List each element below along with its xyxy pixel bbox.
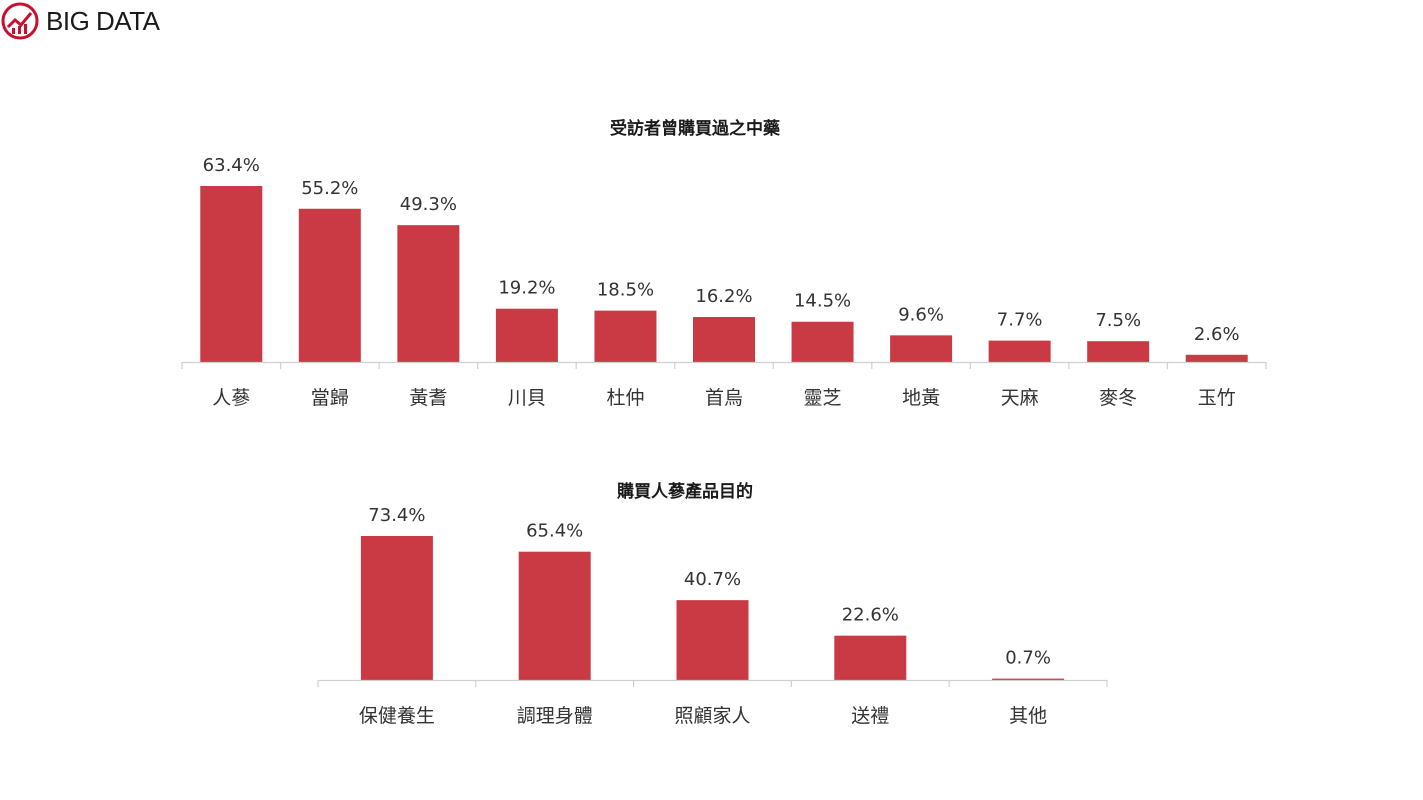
value-label: 7.5% <box>1095 310 1141 331</box>
bar <box>1087 341 1150 362</box>
category-labels-group: 人蔘 當歸 黃耆 川貝 杜仲 首烏 靈芝 地黃 天麻 麥冬 玉竹 <box>212 387 1235 409</box>
category-label: 靈芝 <box>804 387 842 409</box>
value-label: 49.3% <box>400 194 457 215</box>
value-label: 16.2% <box>695 286 752 307</box>
category-label: 川貝 <box>508 387 546 409</box>
category-label: 照顧家人 <box>674 705 750 727</box>
value-label: 55.2% <box>301 178 358 199</box>
category-label: 黃耆 <box>409 387 447 409</box>
value-label: 14.5% <box>794 291 851 312</box>
category-label: 當歸 <box>311 387 349 409</box>
x-axis <box>181 361 1267 369</box>
value-label: 18.5% <box>597 280 654 301</box>
bar <box>360 536 433 680</box>
category-label: 調理身體 <box>517 705 593 727</box>
bar <box>518 551 591 680</box>
value-label: 65.4% <box>526 521 583 542</box>
value-label: 63.4% <box>203 155 260 176</box>
bar <box>298 208 361 362</box>
value-label: 9.6% <box>898 304 944 325</box>
value-label: 40.7% <box>684 569 741 590</box>
category-labels-group: 保健養生 調理身體 照顧家人 送禮 其他 <box>359 705 1047 727</box>
category-label: 其他 <box>1009 705 1047 727</box>
chart-title: 購買人蔘產品目的 <box>617 481 753 502</box>
value-label: 73.4% <box>368 505 425 526</box>
bar <box>495 308 558 362</box>
chart-medicines-purchased: 受訪者曾購買過之中藥 63.4% 55.2% 49.3% 19.2% 18.5% 16.2… <box>181 118 1267 409</box>
value-label: 19.2% <box>498 278 555 299</box>
bar <box>791 321 854 362</box>
x-axis <box>317 679 1108 687</box>
category-label: 人蔘 <box>212 387 250 409</box>
bar <box>992 678 1065 680</box>
value-label: 7.7% <box>997 310 1043 331</box>
category-label: 地黃 <box>902 387 940 409</box>
value-label: 22.6% <box>842 605 899 626</box>
bar <box>693 317 755 362</box>
category-label: 玉竹 <box>1198 387 1236 409</box>
brand-logo[interactable]: BIG DATA <box>0 0 180 42</box>
logo-text: BIG DATA <box>46 6 160 36</box>
category-label: 麥冬 <box>1099 387 1137 409</box>
bars-group <box>200 186 1248 362</box>
value-label: 0.7% <box>1005 648 1051 669</box>
bars-group <box>360 536 1065 680</box>
bar <box>890 335 953 362</box>
bar <box>676 600 749 680</box>
bar <box>594 310 657 362</box>
bar <box>1185 354 1248 362</box>
bar <box>988 340 1051 362</box>
value-labels-group: 63.4% 55.2% 49.3% 19.2% 18.5% 16.2% 14.5% 9.6% 7… <box>203 155 1240 345</box>
bar <box>200 186 263 362</box>
category-label: 保健養生 <box>359 705 435 727</box>
category-label: 杜仲 <box>606 387 644 409</box>
value-labels-group: 73.4% 65.4% 40.7% 22.6% 0.7% <box>368 505 1051 669</box>
category-label: 首烏 <box>705 387 743 409</box>
category-label: 送禮 <box>851 705 889 727</box>
bar <box>834 635 907 680</box>
category-label: 天麻 <box>1001 387 1039 409</box>
chart-title: 受訪者曾購買過之中藥 <box>610 118 781 139</box>
value-label: 2.6% <box>1194 324 1240 345</box>
bar <box>397 225 460 362</box>
big-data-logo-icon <box>1 2 39 40</box>
